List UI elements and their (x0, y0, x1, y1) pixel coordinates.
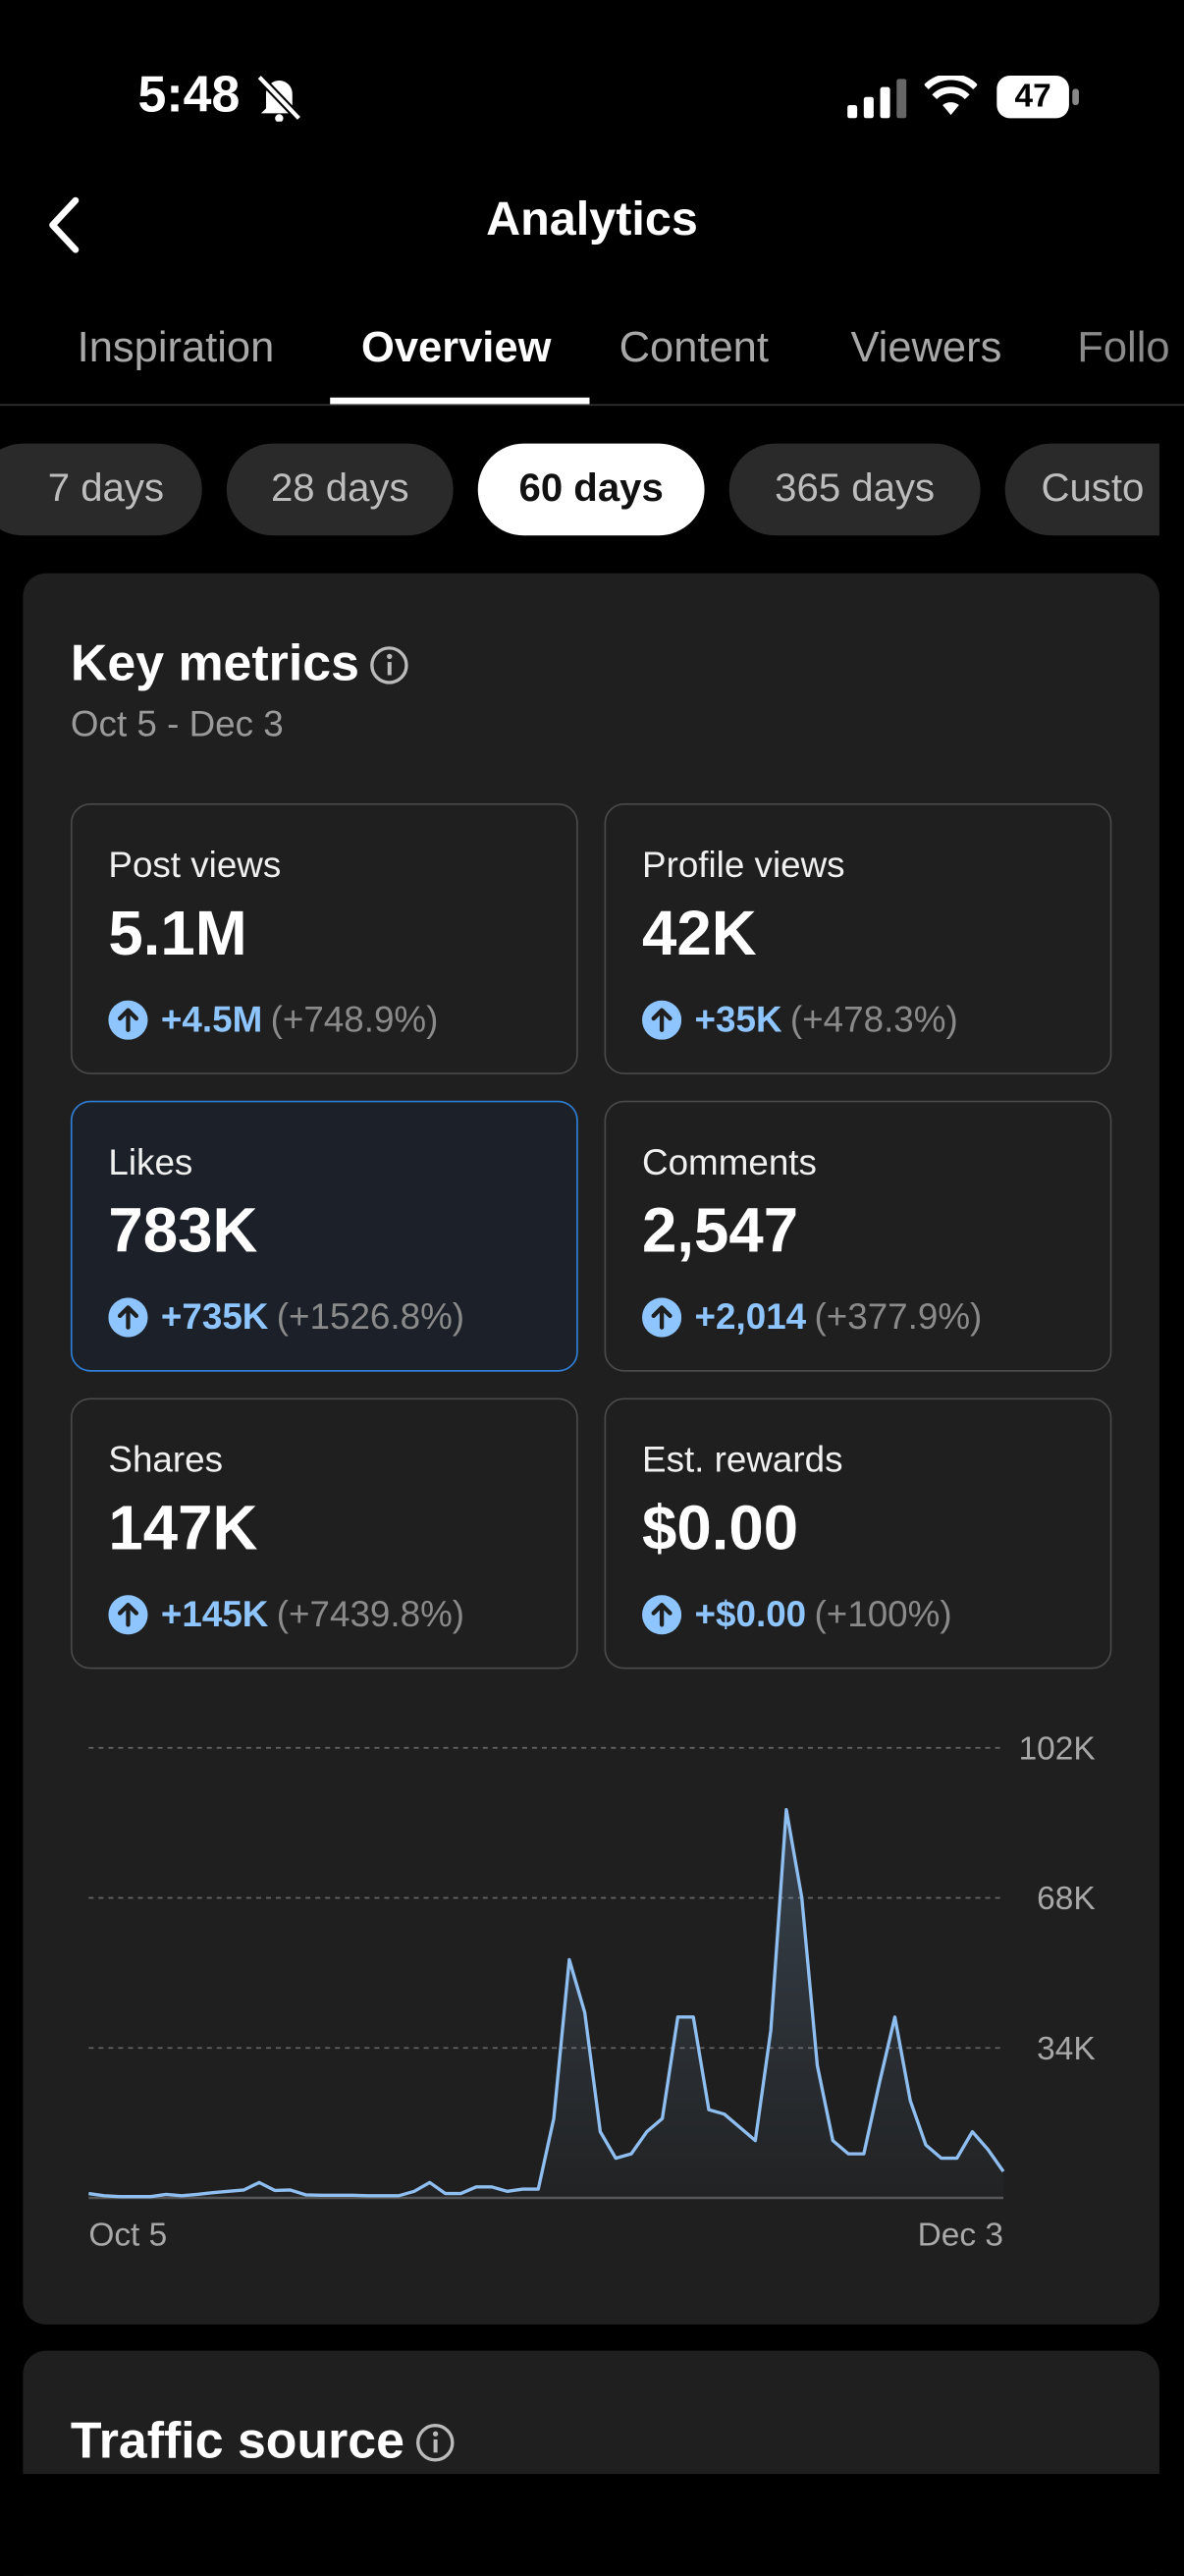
status-time: 5:48 (137, 65, 241, 124)
metric-value: $0.00 (642, 1495, 799, 1564)
metric-value: 5.1M (108, 900, 247, 969)
up-arrow-icon (108, 1297, 148, 1338)
section-title: Key metrics (70, 633, 359, 692)
metric-change-pct: (+1526.8%) (276, 1295, 465, 1338)
metric-card[interactable]: Likes 783K +735K (+1526.8%) (70, 1100, 578, 1372)
tab-indicator (330, 397, 590, 405)
metric-change: +145K (+7439.8%) (161, 1593, 464, 1635)
y-tick-label: 102K (1019, 1730, 1096, 1767)
metric-change: +35K (+478.3%) (695, 999, 958, 1041)
metric-card[interactable]: Est. rewards $0.00 +$0.00 (+100%) (604, 1398, 1112, 1670)
metric-card[interactable]: Profile views 42K +35K (+478.3%) (604, 802, 1112, 1074)
chart: 34K 68K 102K Oct 5 Dec 3 (88, 1730, 1096, 2254)
tab[interactable]: Viewers (850, 321, 1002, 372)
metric-change-pct: (+748.9%) (270, 998, 439, 1040)
info-icon[interactable] (368, 644, 410, 686)
up-arrow-icon (108, 1000, 148, 1040)
wifi-icon (924, 75, 978, 116)
metric-change-value: +4.5M (160, 998, 263, 1040)
tab[interactable]: Content (619, 321, 769, 372)
date-range: Oct 5 - Dec 3 (70, 702, 284, 744)
y-tick-label: 34K (1037, 2031, 1096, 2067)
metric-title: Likes (108, 1141, 193, 1183)
metric-change: +4.5M (+748.9%) (161, 999, 438, 1041)
metric-value: 147K (108, 1495, 258, 1564)
tab[interactable]: Follo (1077, 321, 1170, 372)
metric-title: Est. rewards (642, 1439, 843, 1481)
tab-active[interactable]: Overview (360, 321, 552, 372)
period-pill[interactable]: 7 days (0, 443, 202, 536)
back-button[interactable] (42, 193, 91, 256)
metric-change-pct: (+478.3%) (789, 998, 958, 1040)
divider (0, 404, 1184, 407)
mute-icon (256, 74, 302, 122)
period-label: 7 days (47, 466, 165, 512)
period-pill[interactable]: Custo (1004, 443, 1159, 536)
metric-title: Post views (108, 844, 282, 886)
battery: 47 (996, 75, 1069, 119)
y-tick-label: 68K (1037, 1881, 1096, 1917)
signal-icon (847, 79, 907, 119)
up-arrow-icon (642, 1000, 682, 1040)
battery-tip (1072, 88, 1079, 106)
metric-change: +$0.00 (+100%) (695, 1593, 952, 1635)
x-tick-label: Oct 5 (88, 2218, 167, 2254)
metric-change-value: +35K (694, 998, 782, 1040)
info-icon[interactable] (414, 2422, 457, 2464)
metric-change: +735K (+1526.8%) (161, 1296, 464, 1339)
area (88, 1809, 1004, 2199)
metric-card[interactable]: Shares 147K +145K (+7439.8%) (70, 1398, 578, 1670)
metric-change: +2,014 (+377.9%) (695, 1296, 983, 1339)
up-arrow-icon (642, 1595, 682, 1635)
header-title: Analytics (486, 193, 698, 247)
metric-card[interactable]: Post views 5.1M +4.5M (+748.9%) (70, 802, 578, 1074)
metric-change-pct: (+377.9%) (814, 1295, 983, 1338)
metric-card[interactable]: Comments 2,547 +2,014 (+377.9%) (604, 1100, 1112, 1372)
period-pill-active[interactable]: 60 days (477, 443, 705, 536)
line (88, 1807, 1005, 2199)
period-pill[interactable]: 365 days (728, 443, 981, 536)
bottom-bar (0, 2474, 1184, 2576)
up-arrow-icon (108, 1595, 148, 1635)
metric-change-value: +$0.00 (694, 1593, 807, 1635)
x-tick-label: Dec 3 (918, 2218, 1003, 2254)
metric-change-value: +145K (160, 1593, 269, 1635)
metric-value: 2,547 (642, 1197, 799, 1267)
period-pill[interactable]: 28 days (226, 443, 454, 536)
metric-value: 783K (108, 1197, 258, 1267)
metric-title: Shares (108, 1439, 224, 1481)
metric-change-value: +735K (160, 1295, 269, 1338)
metric-change-pct: (+7439.8%) (276, 1593, 465, 1635)
metric-change-pct: (+100%) (814, 1593, 952, 1635)
metric-title: Comments (642, 1141, 817, 1183)
section-title: Traffic source (70, 2411, 405, 2470)
up-arrow-icon (642, 1297, 682, 1338)
metric-title: Profile views (642, 844, 845, 886)
metric-value: 42K (642, 900, 757, 969)
metric-change-value: +2,014 (694, 1295, 807, 1338)
tab[interactable]: Inspiration (77, 321, 275, 372)
key-metrics-card (23, 573, 1159, 2325)
period-label: Custo (1041, 466, 1145, 512)
